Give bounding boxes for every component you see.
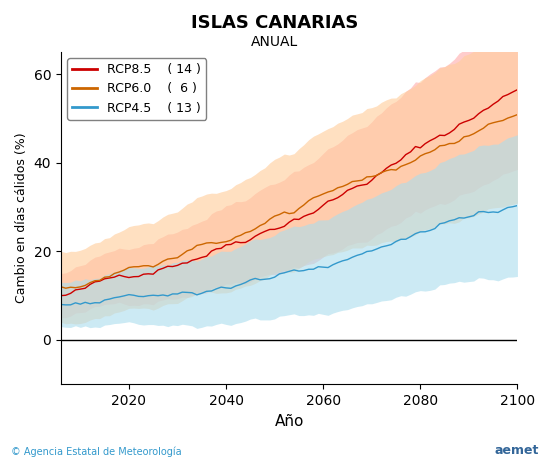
Legend: RCP8.5    ( 14 ), RCP6.0    (  6 ), RCP4.5    ( 13 ): RCP8.5 ( 14 ), RCP6.0 ( 6 ), RCP4.5 ( 13… xyxy=(67,58,206,120)
Text: ANUAL: ANUAL xyxy=(251,35,299,49)
Text: © Agencia Estatal de Meteorología: © Agencia Estatal de Meteorología xyxy=(11,447,182,457)
X-axis label: Año: Año xyxy=(274,413,304,429)
Text: aemet: aemet xyxy=(494,444,539,457)
Y-axis label: Cambio en días cálidos (%): Cambio en días cálidos (%) xyxy=(15,133,28,304)
Text: ISLAS CANARIAS: ISLAS CANARIAS xyxy=(191,14,359,32)
